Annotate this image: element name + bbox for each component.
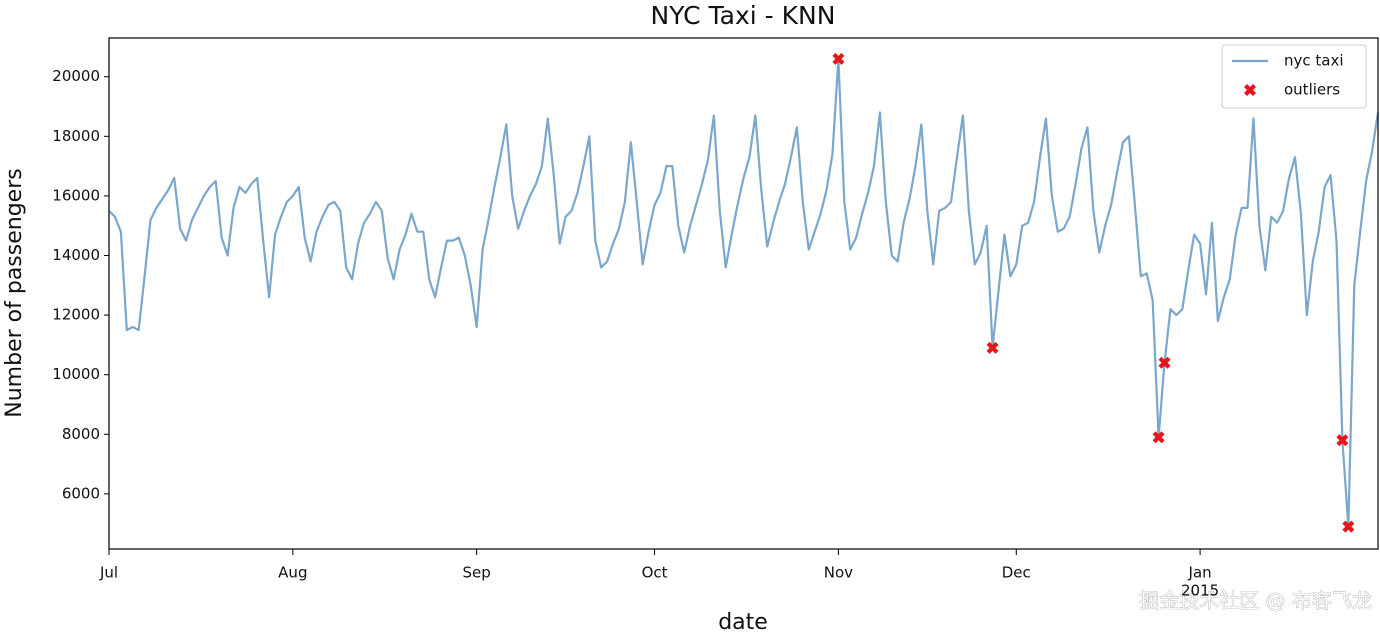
legend-label: nyc taxi	[1284, 52, 1344, 70]
y-tick-label: 6000	[62, 484, 100, 502]
y-axis-label: Number of passengers	[2, 168, 27, 417]
legend-swatch	[1244, 84, 1256, 96]
x-year-label: 2015	[1181, 582, 1219, 600]
x-tick-label: Jan	[1188, 564, 1212, 582]
x-tick-label: Nov	[824, 564, 853, 582]
x-tick-label: Dec	[1002, 564, 1031, 582]
outlier-marker	[1158, 356, 1171, 369]
y-tick-label: 14000	[52, 246, 100, 264]
x-axis-label: date	[718, 610, 768, 635]
outlier-marker	[1152, 431, 1165, 444]
outlier-marker	[1336, 434, 1349, 447]
y-tick-label: 8000	[62, 425, 100, 443]
series-line	[108, 57, 1380, 528]
x-tick-label: Oct	[642, 564, 668, 582]
legend-label: outliers	[1284, 81, 1340, 99]
chart-title: NYC Taxi - KNN	[651, 1, 836, 30]
y-tick-label: 12000	[52, 306, 100, 324]
x-tick-label: Jul	[99, 564, 118, 582]
x-tick-label: Sep	[463, 564, 491, 582]
outlier-marker	[1342, 520, 1355, 533]
y-tick-label: 10000	[52, 365, 100, 383]
watermark: 掘金技术社区 @ 布客飞龙	[1139, 589, 1372, 613]
outlier-marker	[832, 52, 845, 65]
y-tick-label: 20000	[52, 67, 100, 85]
y-tick-label: 16000	[52, 186, 100, 204]
plot-frame	[108, 37, 1379, 550]
x-tick-label: Aug	[278, 564, 307, 582]
outlier-marker	[986, 341, 999, 354]
y-tick-label: 18000	[52, 127, 100, 145]
